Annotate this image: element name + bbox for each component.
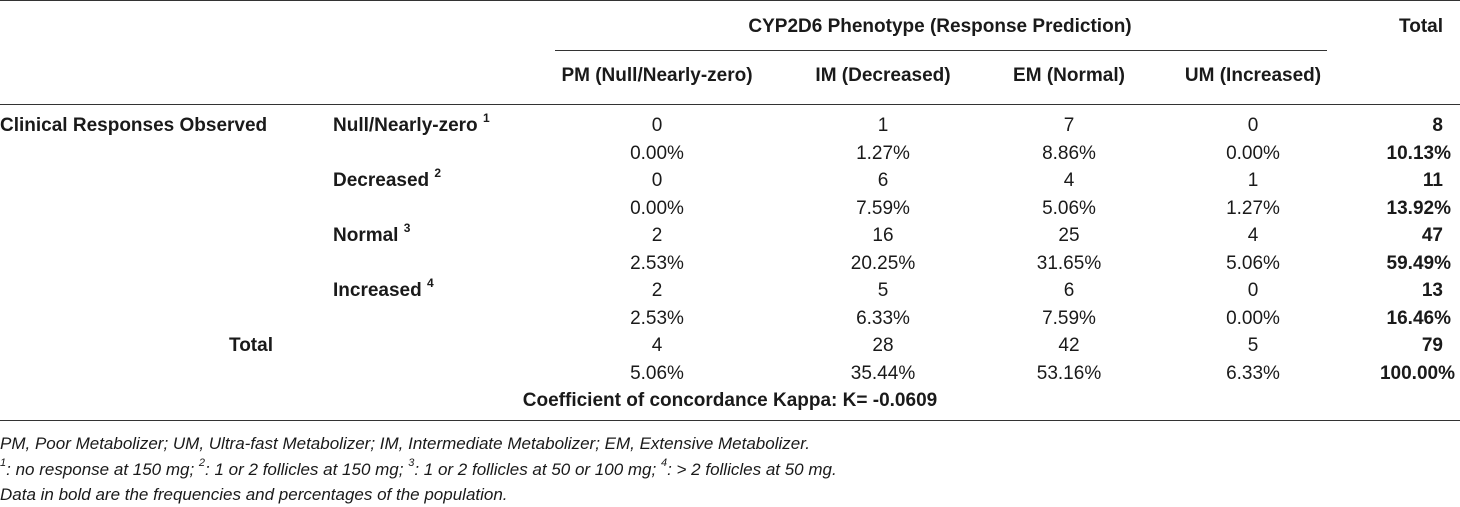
bold-data-note: Data in bold are the frequencies and per…	[0, 485, 508, 504]
column-header-um: UM (Increased)	[1184, 65, 1322, 86]
table-bottom-rule	[0, 420, 1460, 421]
percent-cell: 2.53%	[630, 308, 684, 329]
count-total-cell: 13	[1421, 280, 1443, 301]
count-cell: 7	[1063, 115, 1075, 136]
count-cell: 4	[1063, 170, 1075, 191]
column-header-im: IM (Decreased)	[815, 65, 951, 86]
total-header: Total	[1399, 16, 1443, 37]
percent-cell: 53.16%	[1036, 363, 1102, 384]
header-bottom-rule	[0, 104, 1460, 105]
percent-cell: 8.86%	[1042, 143, 1096, 164]
percent-cell: 0.00%	[630, 198, 684, 219]
count-total-cell: 79	[1421, 335, 1443, 356]
percent-total-cell: 13.92%	[1386, 198, 1451, 219]
row-label: Null/Nearly-zero 1	[333, 110, 490, 136]
count-total-cell: 11	[1422, 170, 1443, 191]
count-cell: 6	[877, 170, 889, 191]
count-total-cell: 8	[1432, 115, 1443, 136]
percent-cell: 7.59%	[1042, 308, 1096, 329]
percent-total-cell: 59.49%	[1386, 253, 1451, 274]
row-label: Increased 4	[333, 275, 434, 301]
count-cell: 16	[872, 225, 894, 246]
count-cell: 2	[651, 280, 663, 301]
total-row-label: Total	[229, 335, 273, 356]
group-header-rule	[555, 50, 1327, 51]
percent-cell: 35.44%	[850, 363, 916, 384]
percent-cell: 0.00%	[1226, 143, 1280, 164]
group-header: CYP2D6 Phenotype (Response Prediction)	[748, 16, 1132, 37]
percent-cell: 5.06%	[1042, 198, 1096, 219]
percent-cell: 1.27%	[1226, 198, 1280, 219]
count-cell: 2	[651, 225, 663, 246]
count-total-cell: 47	[1421, 225, 1443, 246]
count-cell: 5	[877, 280, 889, 301]
percent-cell: 0.00%	[630, 143, 684, 164]
count-cell: 4	[1247, 225, 1259, 246]
count-cell: 1	[877, 115, 889, 136]
count-cell: 1	[1247, 170, 1259, 191]
count-cell: 4	[651, 335, 663, 356]
percent-total-cell: 100.00%	[1379, 363, 1455, 384]
percent-total-cell: 16.46%	[1386, 308, 1451, 329]
row-label: Decreased 2	[333, 165, 442, 191]
percent-cell: 2.53%	[630, 253, 684, 274]
percent-cell: 6.33%	[1226, 363, 1280, 384]
column-header-em: EM (Normal)	[1013, 65, 1125, 86]
count-cell: 0	[651, 115, 663, 136]
count-cell: 0	[1247, 115, 1259, 136]
percent-cell: 5.06%	[630, 363, 684, 384]
count-cell: 28	[872, 335, 894, 356]
top-rule	[0, 0, 1460, 1]
percent-total-cell: 10.13%	[1386, 143, 1451, 164]
response-definitions-note: 1: no response at 150 mg; 2: 1 or 2 foll…	[0, 457, 837, 479]
percent-cell: 1.27%	[856, 143, 910, 164]
count-cell: 6	[1063, 280, 1075, 301]
percent-cell: 0.00%	[1226, 308, 1280, 329]
percent-cell: 31.65%	[1036, 253, 1102, 274]
count-cell: 25	[1058, 225, 1080, 246]
percent-cell: 7.59%	[856, 198, 910, 219]
count-cell: 0	[651, 170, 663, 191]
count-cell: 5	[1247, 335, 1259, 356]
abbreviation-note: PM, Poor Metabolizer; UM, Ultra-fast Met…	[0, 434, 810, 453]
percent-cell: 20.25%	[850, 253, 916, 274]
count-cell: 42	[1058, 335, 1080, 356]
count-cell: 0	[1247, 280, 1259, 301]
row-label: Normal 3	[333, 220, 411, 246]
row-group-label: Clinical Responses Observed	[0, 115, 268, 136]
percent-cell: 6.33%	[856, 308, 910, 329]
percent-cell: 5.06%	[1226, 253, 1280, 274]
kappa-coefficient: Coefficient of concordance Kappa: K= -0.…	[522, 390, 938, 411]
column-header-pm: PM (Null/Nearly-zero)	[561, 65, 753, 86]
